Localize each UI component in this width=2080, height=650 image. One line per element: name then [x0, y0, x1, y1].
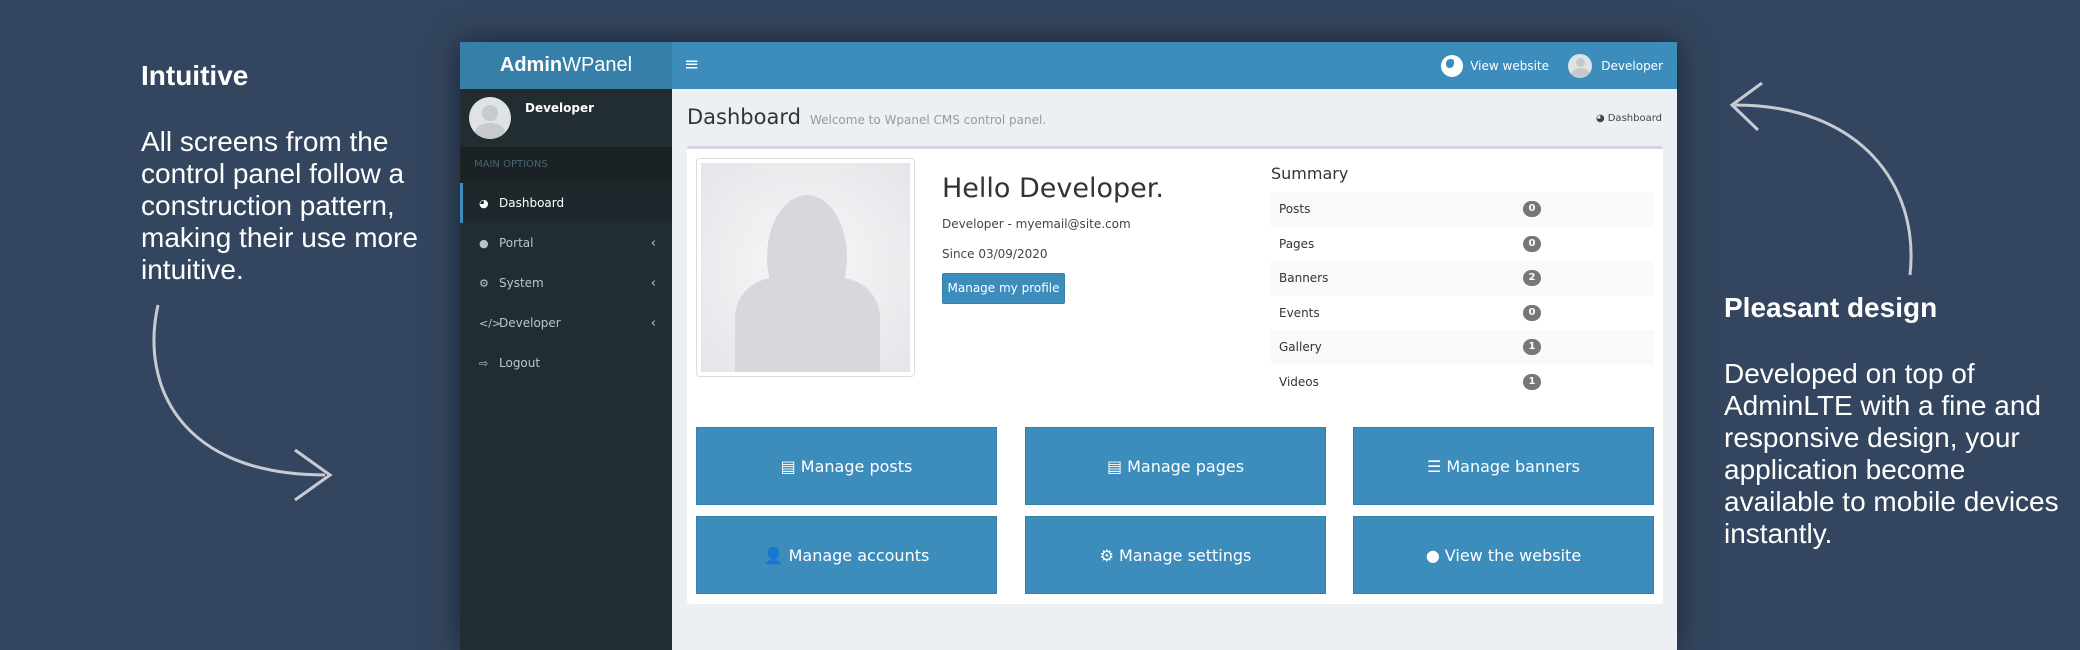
user-menu[interactable]: Developer	[1568, 42, 1663, 89]
gear-icon: ⚙	[1099, 545, 1114, 565]
dashboard-box: Hello Developer. Developer - myemail@sit…	[687, 146, 1663, 604]
intro-right: Pleasant design Developed on top of Admi…	[1724, 292, 2064, 550]
user-icon: 👤	[763, 545, 784, 565]
logo[interactable]: AdminWPanel	[460, 42, 672, 89]
content: Dashboard Welcome to Wpanel CMS control p…	[672, 89, 1677, 650]
curved-arrow-right-icon	[1729, 81, 1913, 276]
manage-pages-button[interactable]: ▤ Manage pages	[1025, 427, 1326, 505]
table-row: Posts 0	[1271, 192, 1654, 227]
view-the-website-button[interactable]: ● View the website	[1353, 516, 1654, 594]
chevron-left-icon: ‹	[650, 315, 656, 331]
chevron-left-icon: ‹	[650, 275, 656, 291]
left-title: Intuitive	[141, 60, 249, 91]
top-navbar: ≡ View website Developer	[672, 42, 1677, 89]
count-badge: 1	[1523, 339, 1541, 356]
profile-photo	[696, 158, 915, 377]
summary-table: Posts 0 Pages 0 Banners 2 Events 0 Gallery 1 …	[1271, 192, 1654, 399]
count-badge: 0	[1523, 235, 1541, 252]
manage-profile-button[interactable]: Manage my profile	[942, 273, 1065, 304]
summary-title: Summary	[1271, 164, 1349, 183]
sidebar-toggle-icon[interactable]: ≡	[684, 54, 700, 75]
manage-posts-button[interactable]: ▤ Manage posts	[696, 427, 997, 505]
curved-arrow-left-icon	[152, 304, 333, 502]
user-panel: Developer	[460, 89, 672, 147]
intro-left: Intuitive All screens from the control p…	[141, 60, 431, 286]
table-row: Gallery 1	[1271, 330, 1654, 365]
manage-banners-button[interactable]: ☰ Manage banners	[1353, 427, 1654, 505]
manage-settings-button[interactable]: ⚙ Manage settings	[1025, 516, 1326, 594]
globe-icon: ●	[1425, 545, 1440, 565]
user-email: Developer - myemail@site.com	[942, 217, 1131, 231]
chevron-left-icon: ‹	[650, 235, 656, 251]
sidebar: Developer MAIN OPTIONS ◕ Dashboard ● Porta…	[460, 89, 672, 650]
count-badge: 2	[1523, 270, 1541, 287]
dashboard-icon: ◕	[1595, 113, 1608, 124]
member-since: Since 03/09/2020	[942, 247, 1048, 261]
right-body: Developed on top of AdminLTE with a fine…	[1724, 358, 2059, 549]
count-badge: 0	[1523, 304, 1541, 321]
bars-icon: ☰	[1427, 456, 1442, 476]
table-row: Pages 0	[1271, 227, 1654, 262]
manage-accounts-button[interactable]: 👤 Manage accounts	[696, 516, 997, 594]
table-row: Videos 1	[1271, 365, 1654, 400]
sidebar-item-developer[interactable]: </> Developer ‹	[479, 315, 656, 331]
page-title: Dashboard	[687, 105, 801, 129]
list-icon: ▤	[780, 456, 796, 476]
table-row: Banners 2	[1271, 261, 1654, 296]
sidebar-item-dashboard[interactable]: ◕ Dashboard	[460, 183, 672, 223]
left-body: All screens from the control panel follo…	[141, 126, 419, 285]
avatar	[1568, 53, 1593, 78]
sign-out-icon: ⇨	[479, 356, 489, 370]
count-badge: 0	[1523, 201, 1541, 218]
count-badge: 1	[1523, 373, 1541, 390]
code-icon: </>	[479, 316, 502, 330]
globe-icon	[1441, 54, 1464, 77]
page-subtitle: Welcome to Wpanel CMS control panel.	[809, 113, 1047, 127]
view-website-link[interactable]: View website	[1441, 42, 1549, 89]
sidebar-item-system[interactable]: ⚙ System ‹	[479, 275, 656, 291]
gears-icon: ⚙	[479, 276, 489, 290]
list-icon: ▤	[1106, 456, 1123, 476]
globe-icon: ●	[479, 236, 489, 250]
right-title: Pleasant design	[1724, 292, 1938, 323]
avatar	[469, 97, 511, 139]
dashboard-icon: ◕	[479, 196, 489, 210]
breadcrumb[interactable]: ◕ Dashboard	[1595, 113, 1662, 124]
admin-panel-window: AdminWPanel ≡ View website Developer Dev…	[460, 42, 1677, 650]
sidebar-item-logout[interactable]: ⇨ Logout	[479, 356, 541, 370]
section-header: MAIN OPTIONS	[460, 147, 672, 183]
table-row: Events 0	[1271, 296, 1654, 331]
sidebar-item-portal[interactable]: ● Portal ‹	[479, 235, 656, 251]
greeting: Hello Developer.	[942, 173, 1164, 204]
